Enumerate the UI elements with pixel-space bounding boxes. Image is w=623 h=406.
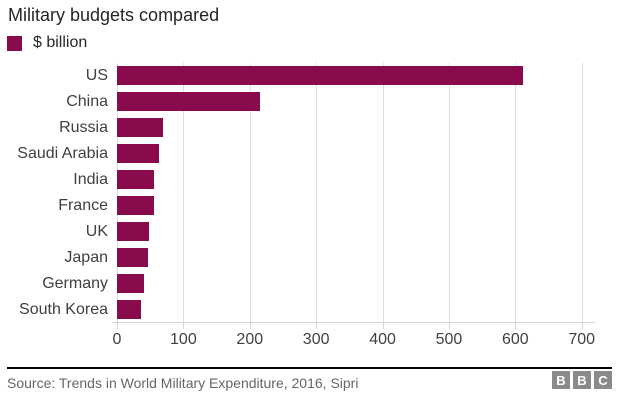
gridline [316,63,318,322]
x-axis-tick [316,323,318,329]
y-axis-label: India [73,171,108,188]
bbc-logo-letter: B [577,372,587,388]
bar-row [117,141,595,167]
x-axis-line [112,322,595,323]
gridline [515,63,517,322]
legend-swatch [7,35,22,51]
gridline [249,63,251,322]
bar-row [117,89,595,115]
bar [117,195,154,215]
x-tick-label: 0 [112,331,122,348]
y-axis-label: US [85,67,108,84]
source-text: Source: Trends in World Military Expendi… [7,375,359,391]
gridline [183,63,185,322]
x-axis-tick [515,323,517,329]
bar-row [117,218,595,244]
bar [117,247,148,267]
x-axis-tick [183,323,185,329]
plot-area: 0 100 200 300 400 500 600 700 [112,63,595,348]
y-axis-label: Germany [42,275,108,292]
bar-row [117,115,595,141]
x-tick-label: 600 [501,331,529,348]
bar-row [117,296,595,322]
chart-title: Military budgets compared [8,5,220,25]
legend: $ billion [7,34,88,51]
y-axis-label-row: Russia [0,115,108,141]
gridline [117,63,118,322]
bar-row [117,244,595,270]
y-axis-label-row: China [0,89,108,115]
bar-row [117,167,595,193]
bar [117,66,523,86]
x-tick-label: 400 [369,331,396,348]
bbc-logo-block: B [573,371,591,389]
x-tick-label: 100 [170,331,197,348]
y-axis-label: UK [85,223,108,240]
x-axis-tick [117,323,118,329]
bbc-logo-block: C [594,371,612,389]
y-axis-label-row: France [0,193,108,219]
y-axis-label: China [66,93,108,110]
y-axis-label-row: Saudi Arabia [0,141,108,167]
bar [117,118,163,138]
y-axis-label-row: UK [0,219,108,245]
x-axis-tick [249,323,251,329]
legend-label: $ billion [33,34,88,51]
gridline [448,63,450,322]
y-axis-label-row: Japan [0,245,108,271]
bar [117,273,145,293]
bar-row [117,270,595,296]
gridline [382,63,384,322]
x-tick-label: 700 [568,331,596,348]
footer-divider [7,367,612,369]
x-axis-tick [382,323,384,329]
bar [117,299,142,319]
bbc-logo-block: B [552,371,570,389]
x-tick-label: 500 [435,331,463,348]
y-axis-label: France [58,197,108,214]
bbc-logo-letter: C [598,372,608,388]
x-axis-tick [581,323,583,329]
gridline [581,63,583,322]
y-axis-labels: US China Russia Saudi Arabia India France UK Ja… [0,63,108,323]
x-tick-label: 300 [302,331,330,348]
y-axis-label-row: India [0,167,108,193]
x-axis-tick [448,323,450,329]
bar [117,170,155,190]
y-axis-label: South Korea [19,301,108,318]
y-axis-label-row: South Korea [0,297,108,323]
y-axis-label-row: Germany [0,271,108,297]
y-axis-label: Russia [59,119,108,136]
bar-row [117,193,595,219]
bbc-logo-letter: B [556,372,566,388]
bar [117,144,160,164]
bar [117,92,260,112]
bar-series [117,63,595,322]
y-axis-label: Saudi Arabia [17,145,108,162]
bar-row [117,63,595,89]
x-tick-label: 200 [236,331,264,348]
bar [117,221,150,241]
y-axis-label: Japan [64,249,108,266]
y-axis-label-row: US [0,63,108,89]
